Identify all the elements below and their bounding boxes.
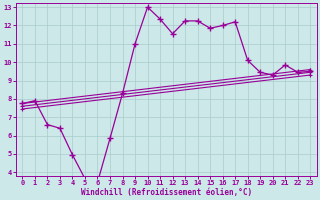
X-axis label: Windchill (Refroidissement éolien,°C): Windchill (Refroidissement éolien,°C) <box>81 188 252 197</box>
